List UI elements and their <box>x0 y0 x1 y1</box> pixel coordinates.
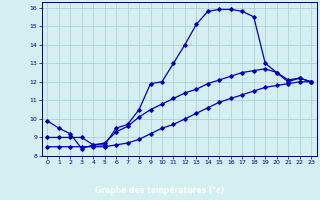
Text: Graphe des températures (°c): Graphe des températures (°c) <box>95 185 225 195</box>
